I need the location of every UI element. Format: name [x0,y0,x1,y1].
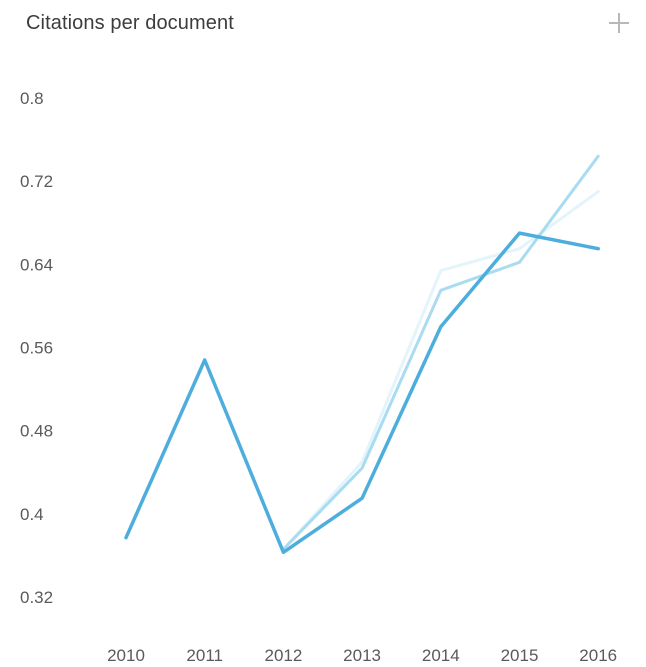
x-tick-label: 2013 [343,646,381,665]
series-line-2 [281,154,600,551]
chart-title: Citations per document [26,12,234,34]
x-tick-label: 2010 [107,646,145,665]
series-line-3 [124,231,600,555]
y-tick-label: 0.4 [20,505,44,524]
series-lines [124,154,600,555]
y-tick-label: 0.56 [20,339,53,358]
y-tick-label: 0.8 [20,89,44,108]
x-tick-label: 2014 [422,646,460,665]
plus-icon[interactable] [606,10,632,36]
x-tick-label: 2011 [186,646,223,665]
x-tick-label: 2016 [579,646,617,665]
x-tick-label: 2012 [264,646,302,665]
x-axis-ticks: 2010 2011 2012 2013 2014 2015 2016 [107,646,617,665]
y-tick-label: 0.64 [20,255,53,274]
x-tick-label: 2015 [501,646,539,665]
series-line-1 [281,190,600,551]
y-tick-label: 0.48 [20,422,53,441]
y-axis-ticks: 0.8 0.72 0.64 0.56 0.48 0.4 0.32 [20,89,53,607]
y-tick-label: 0.72 [20,172,53,191]
y-tick-label: 0.32 [20,588,53,607]
